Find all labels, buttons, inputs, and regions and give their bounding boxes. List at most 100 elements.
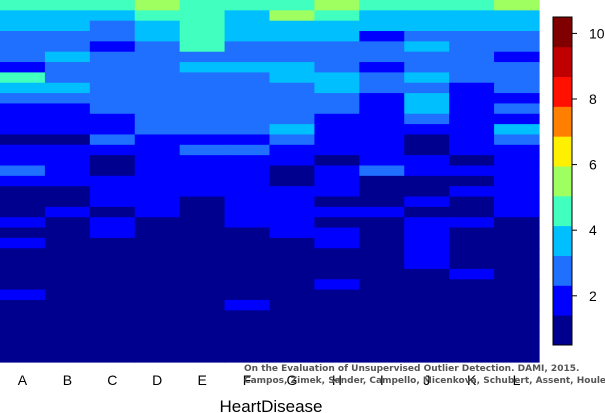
heatmap-cell (179, 206, 226, 218)
heatmap-cell (0, 217, 46, 229)
heatmap-cell (134, 144, 181, 156)
heatmap-cell (404, 62, 450, 73)
heatmap-cell (0, 20, 46, 32)
heatmap-cell (134, 341, 181, 353)
heatmap-cell (359, 103, 405, 115)
heatmap-cell (449, 103, 495, 115)
heatmap-cell (449, 186, 495, 198)
heatmap-cell (269, 320, 316, 332)
heatmap-cell (314, 10, 360, 22)
heatmap-cell (359, 51, 405, 63)
heatmap-cell (179, 20, 226, 32)
heatmap-cell (0, 320, 46, 332)
heatmap-cell (44, 196, 91, 208)
heatmap-cell (44, 237, 91, 249)
heatmap-cell (404, 103, 450, 115)
heatmap-cell (314, 299, 360, 311)
heatmap-cell (494, 134, 540, 146)
heatmap-cell (44, 351, 91, 363)
heatmap-cell (224, 62, 271, 73)
heatmap-cell (494, 93, 540, 105)
heatmap-cell (449, 165, 495, 177)
heatmap-cell (179, 0, 226, 11)
heatmap-cell (89, 51, 136, 63)
heatmap-cell (134, 268, 181, 280)
heatmap-cell (179, 196, 226, 208)
heatmap-cell (314, 330, 360, 342)
heatmap-cell (449, 155, 495, 167)
heatmap-cell (404, 0, 450, 11)
x-tick-label: B (63, 372, 72, 388)
heatmap-cell (179, 31, 226, 42)
heatmap-cell (44, 0, 91, 11)
heatmap-cell (224, 10, 271, 22)
heatmap-cell (269, 144, 316, 156)
heatmap-cell (359, 93, 405, 105)
heatmap-cell (224, 248, 271, 260)
watermark-line-2: Campos, Zimek, Sander, Campello, Micenko… (244, 376, 605, 386)
heatmap-cell (494, 341, 540, 353)
heatmap-cell (359, 227, 405, 239)
heatmap-cell (269, 206, 316, 218)
heatmap-cell (314, 175, 360, 187)
heatmap-cell (134, 310, 181, 322)
heatmap-cell (269, 155, 316, 167)
heatmap-cell (494, 155, 540, 167)
heatmap-cell (359, 258, 405, 270)
heatmap-cell (494, 217, 540, 229)
heatmap-cell (89, 196, 136, 208)
heatmap-cell (359, 196, 405, 208)
heatmap-cell (359, 289, 405, 301)
heatmap-cell (359, 268, 405, 280)
heatmap-cell (314, 341, 360, 353)
heatmap-cell (224, 289, 271, 301)
heatmap-cell (44, 144, 91, 156)
heatmap-cell (0, 113, 46, 125)
heatmap-cell (314, 31, 360, 42)
heatmap-cell (89, 330, 136, 342)
heatmap-cell (179, 51, 226, 63)
heatmap-cell (494, 113, 540, 125)
heatmap-cell (89, 341, 136, 353)
heatmap-cell (179, 103, 226, 115)
heatmap-cell (89, 310, 136, 322)
heatmap-cell (494, 165, 540, 177)
heatmap-cell (269, 217, 316, 229)
heatmap-cell (134, 258, 181, 270)
heatmap-cell (314, 268, 360, 280)
heatmap-cell (449, 62, 495, 73)
heatmap-cell (359, 82, 405, 94)
heatmap-cell (359, 217, 405, 229)
colorbar-tick-label: 8 (589, 91, 597, 107)
heatmap-cell (314, 227, 360, 239)
heatmap-cell (44, 227, 91, 239)
heatmap-cell (269, 196, 316, 208)
heatmap-cell (494, 20, 540, 32)
heatmap-cell (494, 186, 540, 198)
heatmap-cell (0, 41, 46, 53)
heatmap-cell (494, 82, 540, 94)
heatmap-cell (89, 82, 136, 94)
heatmap-cell (404, 134, 450, 146)
heatmap-cell (359, 165, 405, 177)
heatmap-cell (449, 175, 495, 187)
heatmap-cell (0, 0, 46, 11)
heatmap-cell (269, 351, 316, 363)
heatmap-cell (359, 124, 405, 136)
heatmap-cell (404, 279, 450, 291)
heatmap-cell (449, 20, 495, 32)
heatmap-cell (494, 72, 540, 84)
heatmap-cell (314, 93, 360, 105)
x-tick-label: K (467, 372, 477, 388)
heatmap-cell (224, 51, 271, 63)
heatmap-cell (449, 217, 495, 229)
heatmap-cell (179, 320, 226, 332)
heatmap-cell (494, 227, 540, 239)
heatmap-cell (44, 341, 91, 353)
heatmap-cell (494, 268, 540, 280)
heatmap-cell (269, 186, 316, 198)
heatmap-cell (314, 20, 360, 32)
heatmap-cell (359, 206, 405, 218)
heatmap-cell (44, 41, 91, 53)
heatmap-cell (44, 72, 91, 84)
